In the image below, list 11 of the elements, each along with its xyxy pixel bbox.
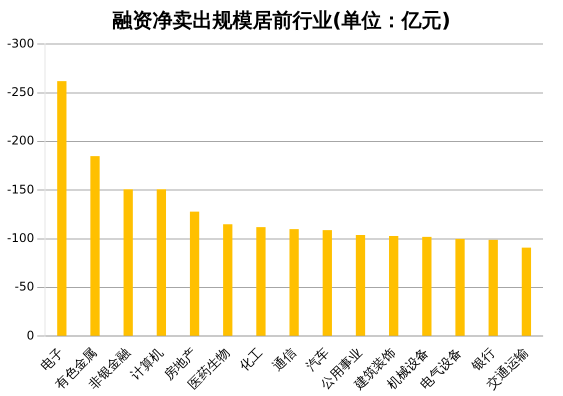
y-tick-label: -300 (7, 36, 34, 50)
y-tick-label: 0 (26, 328, 34, 342)
x-tick-label: 通信 (270, 345, 300, 374)
y-tick-label: -200 (7, 134, 34, 148)
x-tick-label: 电子 (38, 345, 68, 374)
chart-title: 融资净卖出规模居前行业(单位：亿元) (111, 7, 452, 34)
y-tick-label: -100 (7, 230, 34, 245)
y-tick-label: -250 (7, 84, 34, 99)
x-tick-label: 化工 (237, 345, 266, 374)
y-tick-label: -50 (14, 280, 34, 294)
y-tick-label: -150 (7, 182, 34, 196)
